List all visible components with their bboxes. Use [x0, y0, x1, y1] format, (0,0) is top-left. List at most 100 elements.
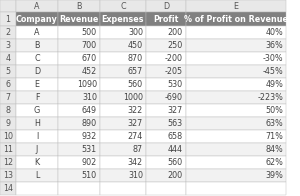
- Bar: [100, 104, 146, 117]
- Bar: [58, 182, 100, 195]
- Text: 1090: 1090: [77, 80, 97, 89]
- Bar: [16, 65, 58, 78]
- Bar: [186, 39, 286, 52]
- Text: 9: 9: [5, 119, 10, 128]
- Text: 657: 657: [128, 67, 143, 76]
- Bar: [16, 52, 58, 65]
- Text: A: A: [34, 28, 40, 37]
- Bar: [100, 117, 146, 130]
- Text: E: E: [34, 80, 40, 89]
- Bar: [16, 78, 58, 91]
- Text: C: C: [120, 2, 126, 11]
- Text: 11: 11: [3, 145, 13, 154]
- Text: 14: 14: [3, 184, 13, 193]
- Text: -690: -690: [165, 93, 183, 102]
- Text: 932: 932: [82, 132, 97, 141]
- Text: K: K: [34, 158, 40, 167]
- Bar: [146, 12, 186, 26]
- Text: 50%: 50%: [265, 106, 283, 115]
- Bar: [146, 169, 186, 182]
- Bar: [0, 104, 16, 117]
- Text: Expenses: Expenses: [102, 15, 144, 24]
- Text: 274: 274: [128, 132, 143, 141]
- Bar: [100, 39, 146, 52]
- Text: B: B: [76, 2, 82, 11]
- Bar: [58, 143, 100, 156]
- Text: A: A: [34, 2, 40, 11]
- Bar: [146, 104, 186, 117]
- Text: 7: 7: [5, 93, 10, 102]
- Bar: [16, 182, 58, 195]
- Text: 62%: 62%: [265, 158, 283, 167]
- Bar: [100, 169, 146, 182]
- Bar: [16, 117, 58, 130]
- Text: 6: 6: [5, 80, 10, 89]
- Bar: [186, 143, 286, 156]
- Bar: [186, 117, 286, 130]
- Bar: [186, 104, 286, 117]
- Text: 300: 300: [128, 28, 143, 37]
- Text: 530: 530: [168, 80, 183, 89]
- Bar: [0, 12, 16, 26]
- Bar: [0, 78, 16, 91]
- Bar: [146, 39, 186, 52]
- Text: 2: 2: [5, 28, 10, 37]
- Bar: [0, 26, 16, 39]
- Bar: [58, 156, 100, 169]
- Text: 870: 870: [128, 54, 143, 63]
- Text: Profit: Profit: [153, 15, 179, 24]
- Bar: [16, 26, 58, 39]
- Bar: [0, 91, 16, 104]
- Text: 670: 670: [82, 54, 97, 63]
- Bar: [146, 52, 186, 65]
- Text: 13: 13: [3, 171, 13, 180]
- Text: 322: 322: [128, 106, 143, 115]
- Bar: [186, 12, 286, 26]
- Text: % of Profit on Revenue: % of Profit on Revenue: [184, 15, 288, 24]
- Text: 310: 310: [82, 93, 97, 102]
- Bar: [58, 78, 100, 91]
- Bar: [100, 52, 146, 65]
- Bar: [0, 156, 16, 169]
- Bar: [0, 52, 16, 65]
- Text: 444: 444: [168, 145, 183, 154]
- Bar: [100, 0, 146, 12]
- Bar: [0, 182, 16, 195]
- Text: 200: 200: [168, 171, 183, 180]
- Text: E: E: [233, 2, 238, 11]
- Text: -223%: -223%: [257, 93, 283, 102]
- Text: 84%: 84%: [265, 145, 283, 154]
- Bar: [146, 143, 186, 156]
- Bar: [58, 117, 100, 130]
- Text: 1000: 1000: [123, 93, 143, 102]
- Bar: [100, 91, 146, 104]
- Text: Revenue: Revenue: [59, 15, 99, 24]
- Text: 500: 500: [82, 28, 97, 37]
- Bar: [16, 0, 58, 12]
- Text: -205: -205: [165, 67, 183, 76]
- Text: 450: 450: [128, 41, 143, 50]
- Text: 649: 649: [82, 106, 97, 115]
- Bar: [146, 26, 186, 39]
- Bar: [58, 52, 100, 65]
- Text: 250: 250: [168, 41, 183, 50]
- Text: 87: 87: [133, 145, 143, 154]
- Bar: [0, 0, 16, 12]
- Text: 36%: 36%: [265, 41, 283, 50]
- Text: -45%: -45%: [262, 67, 283, 76]
- Bar: [16, 156, 58, 169]
- Text: 560: 560: [128, 80, 143, 89]
- Text: 902: 902: [82, 158, 97, 167]
- Bar: [186, 91, 286, 104]
- Text: H: H: [34, 119, 40, 128]
- Text: 327: 327: [168, 106, 183, 115]
- Bar: [100, 130, 146, 143]
- Text: 531: 531: [82, 145, 97, 154]
- Bar: [146, 130, 186, 143]
- Text: 39%: 39%: [265, 171, 283, 180]
- Bar: [186, 169, 286, 182]
- Text: 560: 560: [168, 158, 183, 167]
- Bar: [58, 12, 100, 26]
- Bar: [100, 156, 146, 169]
- Bar: [146, 78, 186, 91]
